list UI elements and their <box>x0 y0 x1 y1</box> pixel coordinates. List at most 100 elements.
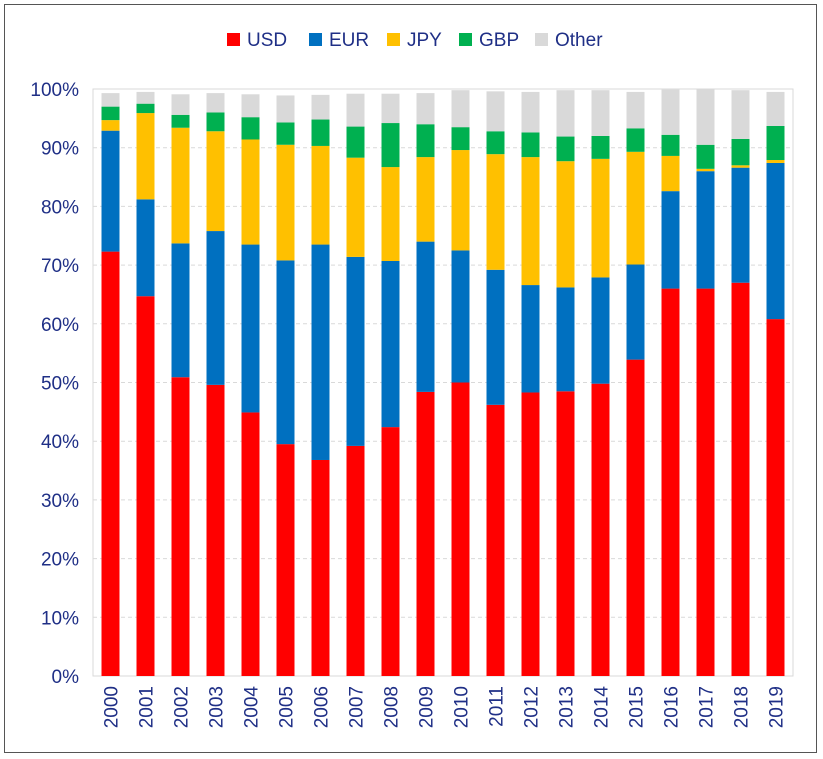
bar-segment-jpy <box>346 157 365 257</box>
bar-segment-eur <box>311 244 330 460</box>
x-tick-label: 2001 <box>137 686 158 728</box>
bar-segment-usd <box>346 445 365 676</box>
bar-segment-gbp <box>241 117 260 140</box>
bar-stack-2004 <box>241 94 260 676</box>
bar-segment-usd <box>696 288 715 676</box>
bar-stack-2012 <box>521 91 540 676</box>
x-tick-label: 2005 <box>277 686 298 728</box>
bar-segment-jpy <box>591 158 610 278</box>
bar-segment-usd <box>766 319 785 676</box>
x-tick-label: 2003 <box>207 686 228 728</box>
bar-segment-gbp <box>416 124 435 158</box>
bar-stack-2011 <box>486 91 505 676</box>
bar-segment-gbp <box>766 125 785 161</box>
x-tick-label: 2004 <box>242 686 263 729</box>
bar-segment-usd <box>521 392 540 676</box>
bar-segment-gbp <box>626 128 645 152</box>
x-tick-label: 2000 <box>102 686 123 728</box>
bar-segment-other <box>171 94 190 115</box>
bar-segment-jpy <box>276 144 295 261</box>
bar-segment-jpy <box>171 127 190 244</box>
bar-segment-other <box>101 93 120 107</box>
y-tick-label: 40% <box>41 432 79 453</box>
bar-segment-gbp <box>451 127 470 151</box>
bar-stack-2003 <box>206 93 225 676</box>
bar-segment-jpy <box>766 160 785 163</box>
bar-segment-usd <box>276 444 295 676</box>
bar-segment-other <box>451 90 470 128</box>
bar-segment-jpy <box>556 161 575 288</box>
bar-segment-usd <box>416 391 435 676</box>
bar-segment-usd <box>171 377 190 676</box>
bar-segment-gbp <box>136 103 155 114</box>
bar-segment-usd <box>241 412 260 676</box>
bar-segment-gbp <box>381 123 400 168</box>
bar-segment-gbp <box>311 119 330 146</box>
bar-segment-eur <box>171 243 190 378</box>
bar-segment-eur <box>521 285 540 393</box>
legend-swatch <box>227 33 240 46</box>
chart-frame: 0% 10% 20% 30% 40% 50% 60% 70% 80% 90% 100% 2000 20… <box>4 4 817 753</box>
bar-segment-other <box>661 89 680 135</box>
bar-segment-gbp <box>346 126 365 158</box>
bar-stack-2017 <box>696 89 715 676</box>
bar-segment-eur <box>241 244 260 413</box>
x-tick-label: 2017 <box>697 686 718 728</box>
bar-segment-eur <box>416 241 435 392</box>
bar-segment-eur <box>136 199 155 297</box>
bar-segment-eur <box>626 264 645 360</box>
legend-label: GBP <box>479 30 519 51</box>
bar-segment-usd <box>206 384 225 676</box>
legend-label: Other <box>555 30 603 51</box>
bar-segment-usd <box>486 404 505 676</box>
bar-segment-gbp <box>171 114 190 128</box>
bar-stack-2010 <box>451 90 470 676</box>
legend-swatch <box>387 33 400 46</box>
bar-segment-eur <box>346 256 365 446</box>
bar-segment-jpy <box>416 157 435 242</box>
x-tick-label: 2013 <box>557 686 578 728</box>
legend-item-other: Other <box>535 30 603 51</box>
x-tick-label: 2019 <box>767 686 788 728</box>
y-tick-label: 50% <box>41 374 79 395</box>
y-tick-label: 70% <box>41 256 79 277</box>
bar-segment-eur <box>731 167 750 283</box>
y-tick-label: 10% <box>41 608 79 629</box>
bar-segment-gbp <box>556 136 575 162</box>
bar-segment-gbp <box>731 138 750 166</box>
bar-segment-eur <box>591 277 610 384</box>
bar-segment-jpy <box>311 145 330 245</box>
y-axis: 0% 10% 20% 30% 40% 50% 60% 70% 80% 90% 100% <box>30 80 79 688</box>
x-tick-label: 2010 <box>452 686 473 728</box>
y-tick-label: 60% <box>41 315 79 336</box>
legend-label: EUR <box>329 30 369 51</box>
bar-stack-2015 <box>626 91 645 676</box>
bar-segment-eur <box>451 250 470 383</box>
bar-segment-other <box>591 90 610 136</box>
bar-segment-eur <box>101 130 120 252</box>
bar-segment-usd <box>626 359 645 676</box>
bar-stack-2014 <box>591 90 610 676</box>
legend-label: USD <box>247 30 287 51</box>
bar-segment-other <box>521 91 540 133</box>
bar-segment-jpy <box>136 113 155 200</box>
bar-segment-other <box>311 94 330 120</box>
bar-stack-2002 <box>171 94 190 676</box>
bar-segment-other <box>626 91 645 129</box>
bar-segment-other <box>136 91 155 104</box>
x-axis: 2000 2001 2002 2003 2004 2005 2006 2007 2008 2009… <box>102 686 788 729</box>
bar-segment-gbp <box>661 134 680 156</box>
x-tick-label: 2007 <box>347 686 368 728</box>
bar-segment-gbp <box>486 131 505 155</box>
legend-item-jpy: JPY <box>387 30 442 51</box>
bar-segment-usd <box>731 282 750 676</box>
x-tick-label: 2016 <box>662 686 683 728</box>
x-tick-label: 2018 <box>732 686 753 728</box>
bar-stack-2018 <box>731 90 750 676</box>
gridlines <box>92 88 794 677</box>
bar-segment-jpy <box>521 157 540 286</box>
bar-segment-eur <box>661 191 680 289</box>
bar-segment-jpy <box>381 167 400 261</box>
bar-stack-2019 <box>766 91 785 676</box>
bar-segment-other <box>206 93 225 113</box>
